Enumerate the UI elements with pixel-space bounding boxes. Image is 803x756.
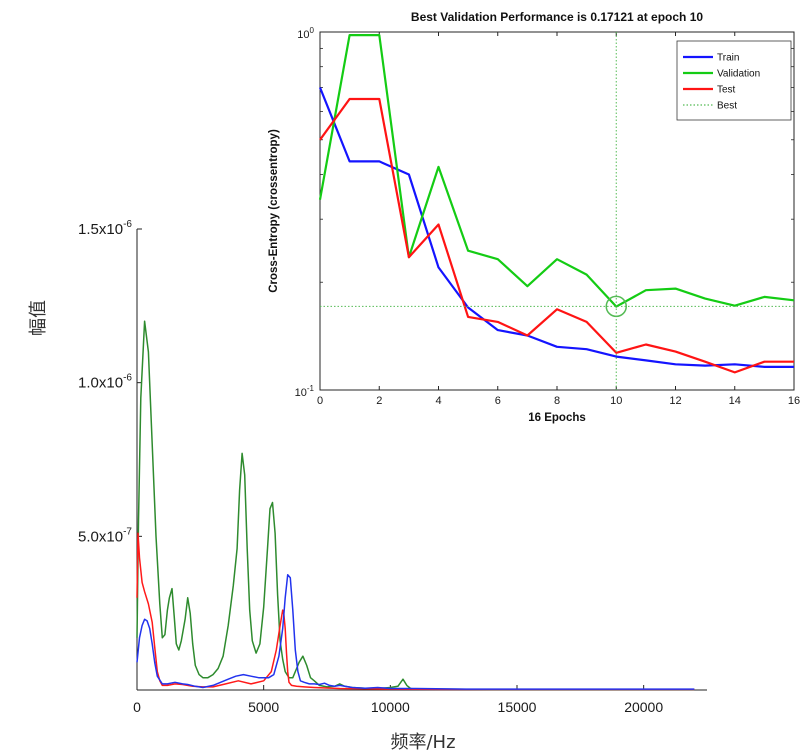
performance-x-tick-label: 12	[669, 395, 681, 407]
spectrum-y-tick-label: 1.5x10-6	[78, 219, 132, 238]
performance-x-tick-label: 14	[729, 395, 741, 407]
best-epoch-marker	[320, 32, 794, 390]
series-line-validation	[318, 33, 795, 308]
spectrum-chart: 0 5000 10000 15000 20000 5.0x10-7 1.0x10-6 1.5x…	[28, 219, 707, 753]
spectrum-axes: 0 5000 10000 15000 20000 5.0x10-7 1.0x10-6 1.5x…	[78, 219, 707, 715]
performance-x-tick-label: 0	[317, 395, 323, 407]
performance-x-axis-title: 16 Epochs	[528, 412, 586, 424]
legend-label-train: Train	[717, 53, 739, 64]
performance-y-axis-title: Cross-Entropy (crossentropy)	[268, 129, 280, 293]
performance-x-tick-label: 8	[554, 395, 560, 407]
spectrum-y-tick-label: 5.0x10-7	[78, 526, 132, 545]
performance-axes: 0 2 4 6 8 10 12 14 16 10-1 100	[295, 26, 801, 407]
spectrum-x-tick-label: 5000	[248, 699, 279, 715]
spectrum-series-line-2	[136, 532, 695, 691]
performance-legend: Train Validation Test Best	[676, 40, 792, 121]
spectrum-y-axis-title: 幅值	[28, 300, 49, 336]
legend-box	[676, 40, 792, 121]
performance-chart: Best Validation Performance is 0.17121 a…	[268, 10, 800, 424]
performance-x-tick-label: 2	[376, 395, 382, 407]
spectrum-x-tick-label: 0	[133, 699, 141, 715]
spectrum-x-tick-label: 15000	[498, 699, 537, 715]
series-line-test	[319, 97, 794, 374]
performance-y-tick-label: 10-1	[295, 384, 315, 399]
spectrum-series-line-3	[136, 574, 695, 690]
performance-x-tick-label: 10	[610, 395, 622, 407]
best-point-circle	[605, 295, 627, 318]
spectrum-series	[136, 320, 695, 691]
spectrum-y-tick-label: 1.0x10-6	[78, 373, 132, 392]
legend-label-best: Best	[717, 101, 737, 112]
spectrum-x-tick-label: 10000	[371, 699, 410, 715]
performance-series	[318, 33, 795, 374]
performance-y-tick-label: 100	[297, 26, 314, 41]
performance-chart-title: Best Validation Performance is 0.17121 a…	[411, 10, 703, 24]
performance-x-tick-label: 4	[435, 395, 441, 407]
performance-x-tick-label: 16	[788, 395, 800, 407]
spectrum-x-tick-label: 20000	[624, 699, 663, 715]
performance-x-tick-label: 6	[495, 395, 501, 407]
spectrum-x-axis-title: 频率/Hz	[390, 732, 455, 753]
legend-label-validation: Validation	[717, 69, 760, 80]
legend-label-test: Test	[717, 85, 736, 96]
